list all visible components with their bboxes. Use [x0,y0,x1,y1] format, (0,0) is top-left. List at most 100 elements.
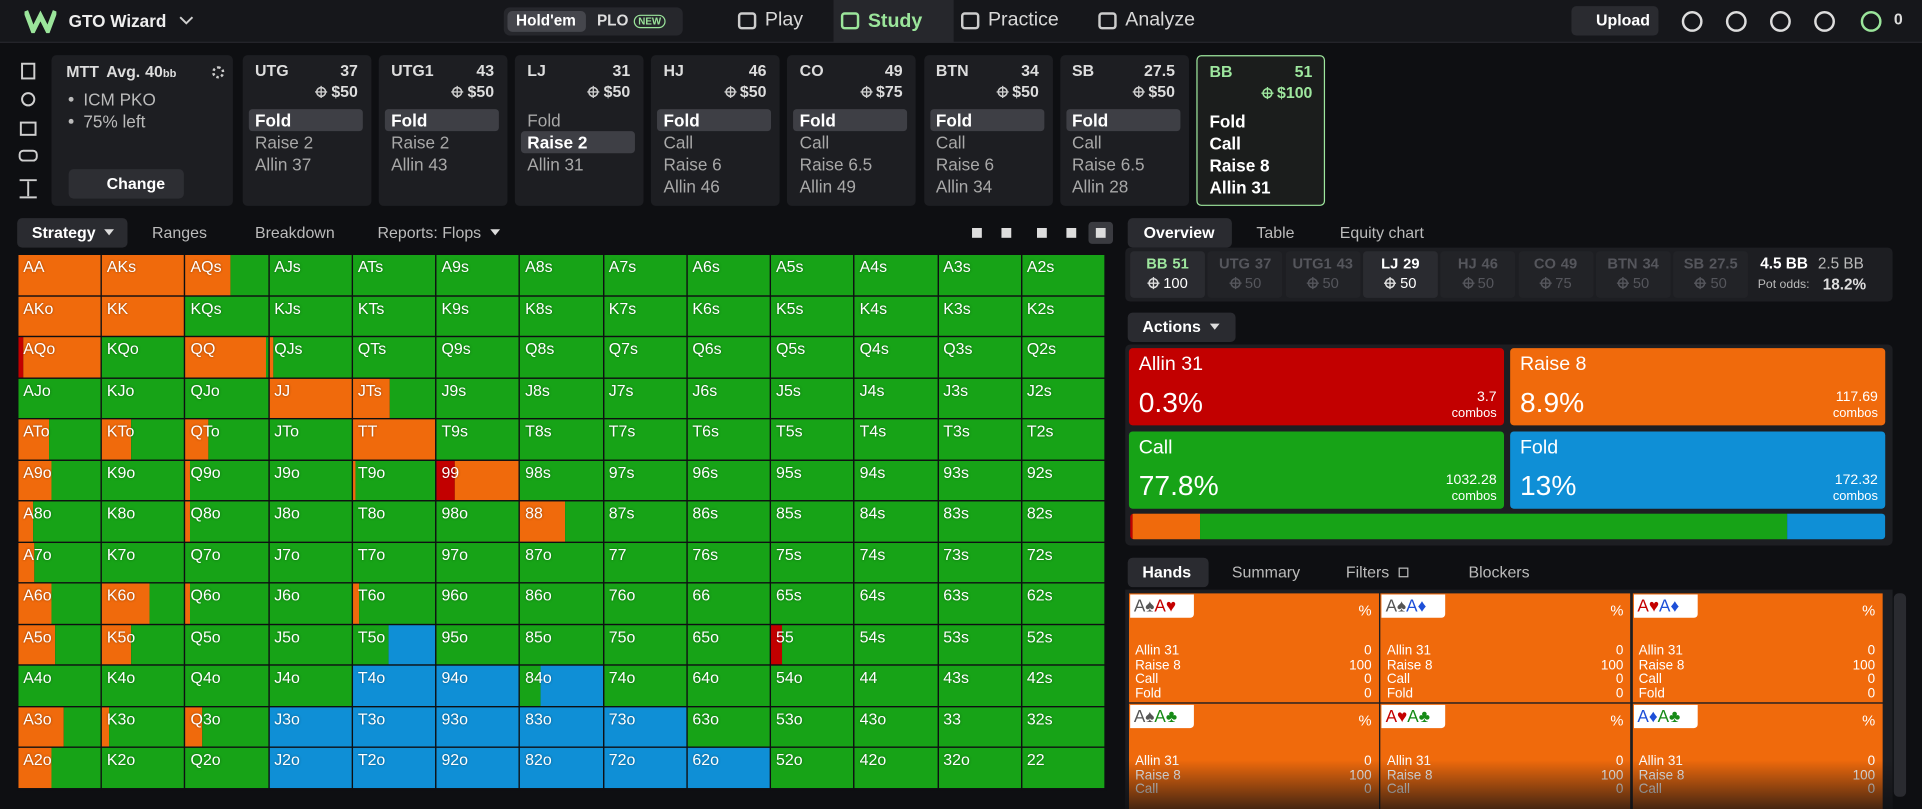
upload-button[interactable]: Upload [1571,6,1659,36]
hand-cell[interactable]: T6s [687,419,770,460]
position-action[interactable]: Raise 2 [391,132,450,152]
nav-link[interactable]: Practice [954,5,1083,37]
hand-cell[interactable]: 65o [687,624,770,665]
hand-cell[interactable]: ATs [352,254,436,295]
hand-cell[interactable]: 83s [938,501,1021,542]
hand-cell[interactable]: T5o [352,624,436,665]
hand-cell[interactable]: 75o [603,624,687,665]
hand-cell[interactable]: J8o [269,501,352,542]
hand-cell[interactable]: 55 [771,624,854,665]
hand-cell[interactable]: 82s [1022,501,1105,542]
hand-cell[interactable]: 95o [436,624,519,665]
hand-cell[interactable]: 22 [1022,748,1105,789]
hand-cell[interactable]: A7o [18,542,101,583]
position-card[interactable]: BTN 34 $50 Fold Call Raise 6 Allin 34 [923,55,1053,206]
hand-cell[interactable]: T8o [352,501,436,542]
hand-cell[interactable]: 54o [771,666,854,706]
combo-card[interactable]: A♠A♥% Allin 31 0 Raise 8 100 Call 0 Fold 0 [1128,593,1379,703]
hand-cell[interactable]: Q7s [603,337,687,378]
hand-cell[interactable]: 76s [687,542,770,583]
view-toggle[interactable] [1030,222,1055,244]
logo[interactable] [24,9,57,34]
nav-link[interactable]: Analyze [1091,5,1220,37]
position-action[interactable]: Raise 6 [935,154,995,175]
position-action[interactable]: Raise 2 [521,131,636,154]
hand-cell[interactable]: AQs [185,254,269,295]
hand-cell[interactable]: AKo [18,296,101,336]
view-toggle[interactable] [1088,221,1113,244]
hand-cell[interactable]: J4o [269,666,352,706]
position-action[interactable]: Allin 46 [663,176,720,197]
position-action[interactable]: Fold [793,109,908,132]
nav-icon[interactable] [1814,11,1835,32]
hand-cell[interactable]: T7o [352,542,436,583]
hand-tab[interactable]: Hands [1127,557,1209,588]
hand-cell[interactable]: 44 [854,666,938,706]
position-action[interactable]: Call [1072,132,1102,152]
hand-cell[interactable]: 63s [938,583,1021,624]
hand-cell[interactable]: KJs [269,296,352,336]
nav-icon[interactable] [1681,11,1703,32]
hand-cell[interactable]: 42s [1022,666,1105,706]
hand-cell[interactable]: KK [102,296,185,336]
position-action[interactable]: Call [1209,133,1241,154]
hand-cell[interactable]: 72o [603,748,687,789]
hand-cell[interactable]: 43o [854,707,938,748]
position-action[interactable]: Fold [929,109,1044,132]
hand-cell[interactable]: 96o [436,583,519,624]
combo-card[interactable]: A♠A♦% Allin 31 0 Raise 8 100 Call 0 Fold 0 [1380,593,1631,703]
hand-cell[interactable]: 96s [687,460,770,501]
position-action[interactable]: Raise 8 [1209,155,1270,176]
hand-cell[interactable]: J6o [269,583,352,624]
hand-cell[interactable]: AJo [18,378,101,419]
hand-cell[interactable]: J7o [269,542,352,583]
hand-cell[interactable]: ATo [18,419,101,460]
hand-cell[interactable]: A7s [603,254,687,295]
position-action[interactable]: Fold [657,109,772,132]
hand-cell[interactable]: A6s [687,254,770,295]
hand-cell[interactable]: 85o [520,624,603,665]
hand-cell[interactable]: JTs [352,378,436,419]
hand-cell[interactable]: A5o [18,624,101,665]
hand-cell[interactable]: 77 [603,542,687,583]
position-action[interactable]: Raise 6.5 [1072,154,1145,175]
hand-cell[interactable]: 97o [436,542,519,583]
hand-cell[interactable]: 97s [603,460,687,501]
hand-cell[interactable]: Q8s [520,337,603,378]
hand-cell[interactable]: QQ [185,337,269,378]
hand-cell[interactable]: Q4s [854,337,938,378]
hand-cell[interactable]: Q9s [436,337,519,378]
position-card[interactable]: HJ 46 $50 Fold Call Raise 6 Allin 46 [651,55,780,206]
hand-cell[interactable]: 94o [436,666,519,706]
hand-cell[interactable]: K4o [102,666,185,706]
hand-cell[interactable]: J5o [269,624,352,665]
view-toggle[interactable] [994,222,1019,244]
hand-cell[interactable]: 86o [520,583,603,624]
position-action[interactable]: Call [799,132,830,152]
position-action[interactable]: Raise 6 [663,154,722,175]
hand-cell[interactable]: 87s [603,501,687,542]
hand-cell[interactable]: 84s [854,501,938,542]
hand-cell[interactable]: KQo [102,337,185,378]
hand-cell[interactable]: T6o [352,583,436,624]
position-action[interactable]: Fold [1065,109,1180,132]
hand-cell[interactable]: Q9o [185,460,269,501]
position-card[interactable]: SB 27.5 $50 Fold Call Raise 6.5 Allin 28 [1059,55,1189,206]
hand-cell[interactable]: K9s [436,296,519,336]
hand-cell[interactable]: A2o [18,748,101,789]
position-card[interactable]: LJ 31 $50 Fold Raise 2 Allin 31 [515,55,644,206]
hand-cell[interactable]: A5s [771,254,854,295]
position-card[interactable]: BB 51 $100 Fold Call Raise 8 Allin 31 [1195,55,1325,206]
hand-cell[interactable]: K3s [938,296,1021,336]
hand-cell[interactable]: K3o [102,707,185,748]
strategy-tab[interactable]: Reports: Flops [363,218,513,247]
hand-cell[interactable]: T7s [603,419,687,460]
position-card[interactable]: UTG1 43 $50 Fold Raise 2 Allin 43 [378,55,508,206]
hand-cell[interactable]: T5s [771,419,854,460]
hand-cell[interactable]: JTo [269,419,352,460]
hand-cell[interactable]: 66 [687,583,770,624]
hand-cell[interactable]: 87o [520,542,603,583]
hand-cell[interactable]: Q3s [938,337,1021,378]
hand-cell[interactable]: 52s [1022,624,1105,665]
hand-cell[interactable]: J9o [269,460,352,501]
